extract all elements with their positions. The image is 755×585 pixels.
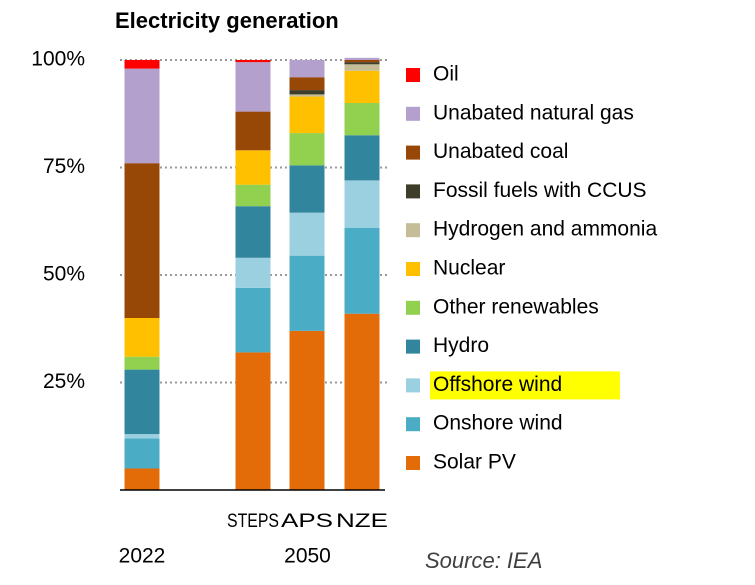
bar-segment [235, 150, 271, 185]
legend-swatch [406, 378, 420, 393]
legend-swatch [406, 417, 420, 432]
legend-highlight [430, 371, 620, 400]
bar-segment [235, 352, 271, 490]
legend-label: Other renewables [433, 295, 599, 318]
bar-segment [344, 103, 380, 136]
legend-label: Unabated natural gas [433, 101, 634, 124]
bar-segment [235, 111, 271, 151]
y-tick-label: 50% [43, 263, 85, 286]
legend-swatch [406, 300, 420, 315]
x-tick-label: NZE [336, 511, 388, 532]
legend-swatch [406, 184, 420, 199]
bar-segment [289, 90, 325, 95]
bar-segment [235, 184, 271, 207]
legend-swatch [406, 145, 420, 160]
bar-segment [235, 287, 271, 353]
bar-segment [289, 255, 325, 331]
legend-label: Solar PV [433, 451, 516, 474]
bar-segment [124, 438, 160, 469]
bar-segment [124, 318, 160, 357]
y-tick-label: 75% [43, 155, 85, 178]
y-tick-label: 25% [43, 370, 85, 393]
bar-segment [124, 356, 160, 370]
bar-segment [235, 206, 271, 258]
bar-segment [124, 369, 160, 435]
bar-segment [344, 227, 380, 314]
legend-label: Fossil fuels with CCUS [433, 179, 647, 202]
legend-label: Oil [433, 63, 459, 86]
bar-segment [235, 257, 271, 288]
bar-segment [289, 212, 325, 256]
bar-segment [235, 60, 271, 63]
y-tick-label: 100% [31, 48, 85, 71]
legend-swatch [406, 223, 420, 238]
bar-segment [344, 64, 380, 71]
bar-segment [124, 468, 160, 490]
bar-segment [289, 165, 325, 213]
bar-segment [124, 434, 160, 439]
bar-segment [344, 313, 380, 490]
legend-swatch [406, 339, 420, 354]
bar-segment [289, 133, 325, 166]
legend-swatch [406, 262, 420, 276]
bar-segment [344, 62, 380, 65]
bar-segment [344, 60, 380, 63]
legend-swatch [406, 456, 420, 470]
bar-segment [289, 60, 325, 78]
x-tick-label: STEPS [227, 511, 279, 532]
legend-label: Hydrogen and ammonia [433, 218, 657, 241]
bar-segment [289, 96, 325, 134]
group-label: 2050 [284, 545, 331, 568]
legend-label: Unabated coal [433, 140, 568, 163]
source: Source: IEA [425, 548, 542, 573]
bar-segment [344, 180, 380, 228]
bar-segment [124, 163, 160, 318]
bar-segment [344, 70, 380, 103]
chart-title: Electricity generation [115, 8, 339, 33]
bar-segment [124, 60, 160, 69]
group-label: 2022 [119, 545, 166, 568]
legend-label: Onshore wind [433, 412, 563, 435]
bar-segment [289, 94, 325, 97]
bar-segment [289, 77, 325, 91]
bar-segment [124, 68, 160, 164]
legend-swatch [406, 68, 420, 82]
x-tick-label: APS [281, 511, 333, 532]
bar-segment [235, 62, 271, 112]
bar-segment [289, 330, 325, 490]
legend-swatch [406, 106, 420, 121]
bar-segment [344, 57, 380, 60]
legend-label: Hydro [433, 334, 489, 357]
bar-segment [344, 135, 380, 181]
legend-label: Nuclear [433, 257, 505, 280]
legend-label: Offshore wind [433, 373, 562, 396]
